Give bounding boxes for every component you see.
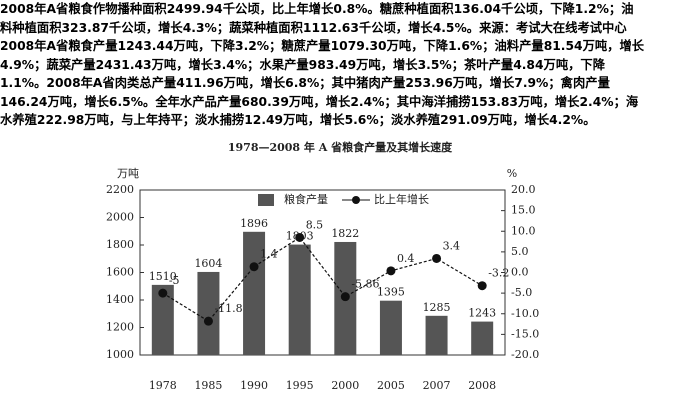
line-value-label: 0.4 (397, 252, 415, 265)
y-axis-label: 万吨 (117, 167, 139, 180)
y2-tick-label: -10.0 (511, 307, 539, 320)
line-value-label: 1.4 (260, 248, 278, 261)
line-value-label: 8.5 (306, 218, 324, 231)
x-tick-label: 1985 (194, 379, 222, 392)
legend-label: 粮食产量 (284, 192, 328, 206)
chart-title: 1978—2008 年 A 省粮食产量及其增长速度 (228, 140, 453, 154)
legend-swatch (258, 194, 274, 206)
y2-tick-label: -15.0 (511, 327, 539, 340)
line-point (158, 288, 168, 298)
legend-swatch (352, 196, 360, 204)
line-value-label: -5.86 (351, 278, 379, 291)
text-line: 2008年A省粮食作物播种面积2499.94千公顷，比上年增长0.8%。糖蔗种植… (0, 2, 634, 16)
bar (197, 271, 220, 355)
line-point (340, 292, 350, 302)
line-point (477, 281, 487, 291)
line-point (386, 266, 396, 276)
line-point (203, 316, 213, 326)
bar-value-label: 1243 (468, 307, 496, 320)
y2-tick-label: 15.0 (511, 204, 536, 217)
bar (379, 300, 402, 355)
line-point (249, 262, 259, 272)
text-line: 4.9%；蔬菜产量2431.43万吨，增长3.4%；水果产量983.49万吨，增… (0, 57, 606, 72)
y-tick-label: 2200 (106, 183, 134, 196)
line-point (295, 232, 305, 242)
bar (151, 284, 174, 355)
text-line: 146.24万吨，增长6.5%。全年水产品产量680.39万吨，增长2.4%；其… (0, 94, 639, 109)
bar (425, 315, 448, 355)
y-tick-label: 2000 (106, 211, 134, 224)
bar-value-label: 1896 (240, 217, 268, 230)
y-tick-label: 1800 (106, 238, 134, 251)
y-tick-label: 1600 (106, 266, 134, 279)
bar-value-label: 1510 (149, 270, 177, 283)
line (162, 236, 483, 322)
y2-tick-label: -20.0 (511, 348, 539, 361)
y2-tick-label: 0.0 (511, 266, 529, 279)
y-tick-label: 1400 (106, 293, 134, 306)
x-tick-label: 1990 (240, 379, 268, 392)
text-line: 料种植面积323.87千公顷，增长4.3%；蔬菜种植面积1112.63千公顷，增… (0, 20, 627, 35)
line-point (432, 253, 442, 263)
x-tick-label: 2007 (423, 379, 451, 392)
line-value-label: -3.2 (488, 267, 509, 280)
y-tick-label: 1200 (106, 321, 134, 334)
line-value-label: -5 (169, 274, 180, 287)
y2-axis-label: % (507, 167, 517, 180)
y2-tick-label: 20.0 (511, 183, 536, 196)
y2-tick-label: 5.0 (511, 245, 529, 258)
y2-tick-label: -5.0 (511, 286, 532, 299)
x-tick-label: 1995 (286, 379, 314, 392)
paragraph: 2008年A省粮食作物播种面积2499.94千公顷，比上年增长0.8%。糖蔗种植… (0, 0, 676, 130)
legend-label: 比上年增长 (374, 192, 429, 206)
line-value-label: -11.8 (214, 302, 242, 315)
x-tick-label: 2008 (468, 379, 496, 392)
line-value-label: 3.4 (443, 239, 461, 252)
y-tick-label: 1000 (106, 348, 134, 361)
text-line: 水养殖222.98万吨，与上年持平；淡水捕捞12.49万吨，增长5.6%；淡水养… (0, 113, 596, 127)
bar (288, 244, 311, 355)
bar-value-label: 1604 (194, 257, 222, 270)
x-tick-label: 2005 (377, 379, 405, 392)
y2-tick-label: 10.0 (511, 224, 536, 237)
bar-value-label: 1395 (377, 286, 405, 299)
bar-value-label: 1285 (423, 301, 451, 314)
bar (471, 321, 494, 355)
plot-frame (139, 189, 506, 356)
x-tick-label: 1978 (149, 379, 177, 392)
text-line: 1.1%。2008年A省肉类总产量411.96万吨，增长6.8%；其中猪肉产量2… (0, 76, 610, 90)
text-line: 2008年A省粮食产量1243.44万吨，下降3.2%；糖蔗产量1079.30万… (0, 39, 645, 53)
bar-value-label: 1822 (331, 227, 359, 240)
x-tick-label: 2000 (331, 379, 359, 392)
